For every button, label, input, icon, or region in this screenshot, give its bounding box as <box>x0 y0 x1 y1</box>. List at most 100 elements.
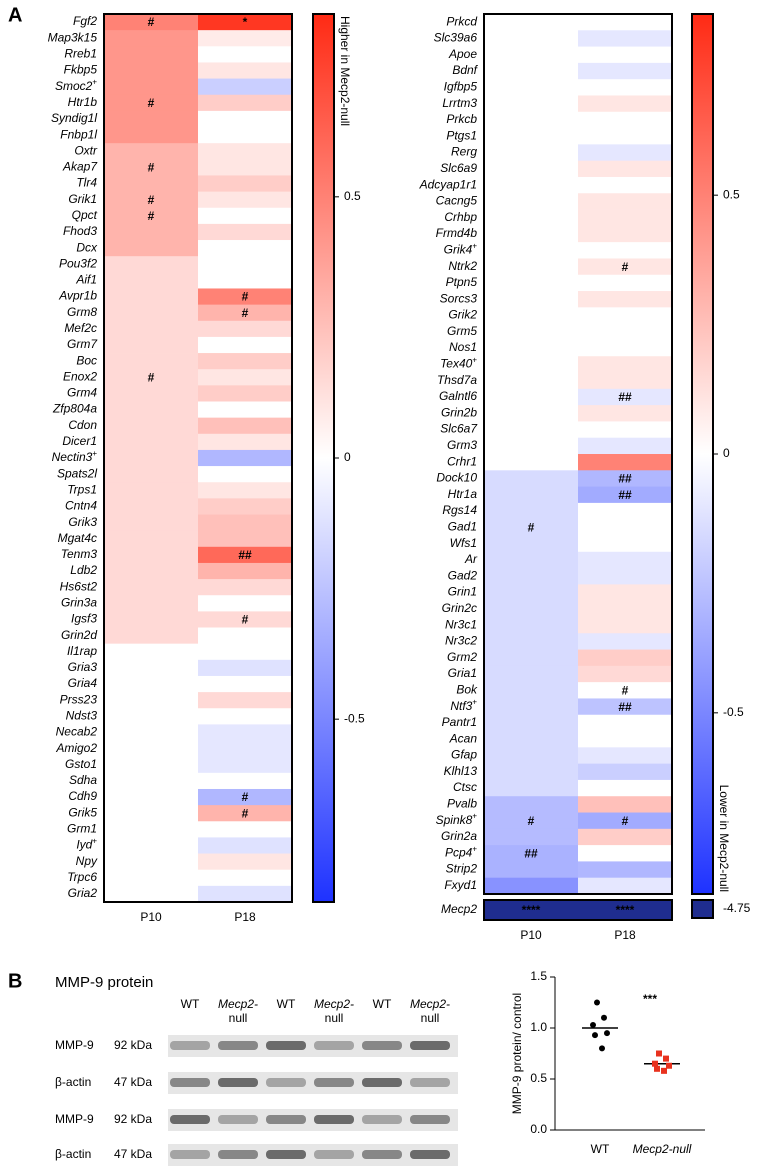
heatmap-cell <box>484 160 578 178</box>
heatmap-cell <box>198 756 292 774</box>
heatmap-cell <box>484 242 578 259</box>
heatmap-cell <box>104 320 198 338</box>
superscript: + <box>472 812 477 821</box>
heatmap-cell <box>104 643 198 661</box>
heatmap-cell <box>484 747 578 765</box>
colorbar-tick-label: 0 <box>723 446 730 460</box>
gene-label: Grin2b <box>441 405 477 419</box>
heatmap-cell <box>578 584 672 602</box>
gene-label: Grik3 <box>68 515 97 529</box>
gene-label: Tlr4 <box>76 176 97 190</box>
heatmap-cell <box>198 627 292 645</box>
gene-label: Zfp804a <box>52 402 97 416</box>
gene-label: Qpct <box>72 208 98 222</box>
heatmap-cell <box>104 353 198 370</box>
lane-label: Mecp2-null <box>314 997 354 1025</box>
heatmap-cell <box>578 242 672 259</box>
heatmap-cell <box>198 304 292 322</box>
heatmap-cell <box>484 95 578 113</box>
gene-label: Prkcb <box>446 112 477 126</box>
lane-label-part: Mecp2- <box>410 997 450 1011</box>
heatmap-cell <box>104 240 198 257</box>
gene-label: Fkbp5 <box>64 63 98 77</box>
gene-label: Hs6st2 <box>60 579 98 593</box>
data-point <box>666 1062 672 1069</box>
blot-protein: MMP-9 <box>55 1038 94 1052</box>
heatmap-cell <box>578 388 672 406</box>
heatmap-cell <box>198 94 292 112</box>
heatmap-cell <box>484 682 578 699</box>
heatmap-cell <box>484 356 578 373</box>
heatmap-cell <box>198 240 292 257</box>
gene-label: Gad1 <box>448 520 477 534</box>
heatmap-cell <box>484 812 578 830</box>
significance: # <box>242 806 249 820</box>
gene-label: Thsd7a <box>437 373 477 387</box>
heatmap-cell <box>198 385 292 402</box>
heatmap-cell <box>198 724 292 741</box>
gene-label: Fgf2 <box>73 14 97 28</box>
heatmap-cell <box>484 900 578 921</box>
heatmap-cell <box>484 502 578 520</box>
heatmap-cell <box>104 401 198 419</box>
data-point <box>654 1065 660 1072</box>
data-point <box>656 1050 662 1057</box>
heatmap-cell <box>104 417 198 435</box>
data-point <box>599 1045 605 1052</box>
colorbar-key-label: -4.75 <box>723 901 751 915</box>
significance: ## <box>618 390 632 404</box>
heatmap-cell <box>104 869 198 887</box>
heatmap-cell <box>198 175 292 192</box>
lane-label-part: null <box>325 1011 344 1025</box>
heatmap-cell <box>578 421 672 439</box>
blot-strip <box>168 1109 458 1131</box>
heatmap-cell <box>104 627 198 645</box>
heatmap-cell <box>198 288 292 306</box>
heatmap-cell <box>198 788 292 806</box>
significance: **** <box>522 903 541 917</box>
heatmap-cell <box>578 405 672 422</box>
y-tick-label: 1.5 <box>530 969 547 983</box>
gene-label: Grik4+ <box>444 241 478 256</box>
gene-label: Grin3a <box>61 595 97 609</box>
heatmap-cell <box>578 209 672 227</box>
heatmap-cell <box>484 828 578 846</box>
panel-title: MMP-9 protein <box>55 974 153 991</box>
heatmap-cell <box>104 127 198 144</box>
heatmap-cell <box>104 611 198 628</box>
gene-label: Grm2 <box>447 650 477 664</box>
heatmap-cell <box>484 551 578 569</box>
gene-label: Gria1 <box>448 666 477 680</box>
gene-label: Il1rap <box>67 644 97 658</box>
significance: **** <box>616 903 635 917</box>
heatmap-cell <box>198 772 292 790</box>
gene-label: Akap7 <box>62 160 98 174</box>
heatmap-cell <box>578 714 672 732</box>
blot-band <box>314 1041 354 1050</box>
heatmap-cell <box>104 175 198 192</box>
gene-label: Trpc6 <box>67 870 97 884</box>
gene-label: Ndst3 <box>66 708 98 722</box>
heatmap-cell <box>484 519 578 536</box>
heatmap-cell <box>484 209 578 227</box>
gene-label: Adcyap1r1 <box>419 177 477 191</box>
data-point <box>604 1030 610 1037</box>
gene-label: Grm7 <box>67 337 98 351</box>
significance: # <box>242 306 249 320</box>
heatmap-cell <box>198 449 292 467</box>
gene-label: Ar <box>464 552 478 566</box>
heatmap-cell <box>578 665 672 683</box>
heatmap-cell <box>104 385 198 402</box>
heatmap-cell <box>198 821 292 838</box>
blot-band <box>410 1150 450 1159</box>
colorbar <box>312 13 335 903</box>
superscript: + <box>472 844 477 853</box>
heatmap-cell <box>578 291 672 308</box>
blot-size: 47 kDa <box>114 1075 152 1089</box>
blot-size: 92 kDa <box>114 1112 152 1126</box>
heatmap-cell <box>104 772 198 790</box>
heatmap-cell <box>198 805 292 822</box>
heatmap-cell <box>104 143 198 160</box>
gene-label: Htr1a <box>448 487 478 501</box>
